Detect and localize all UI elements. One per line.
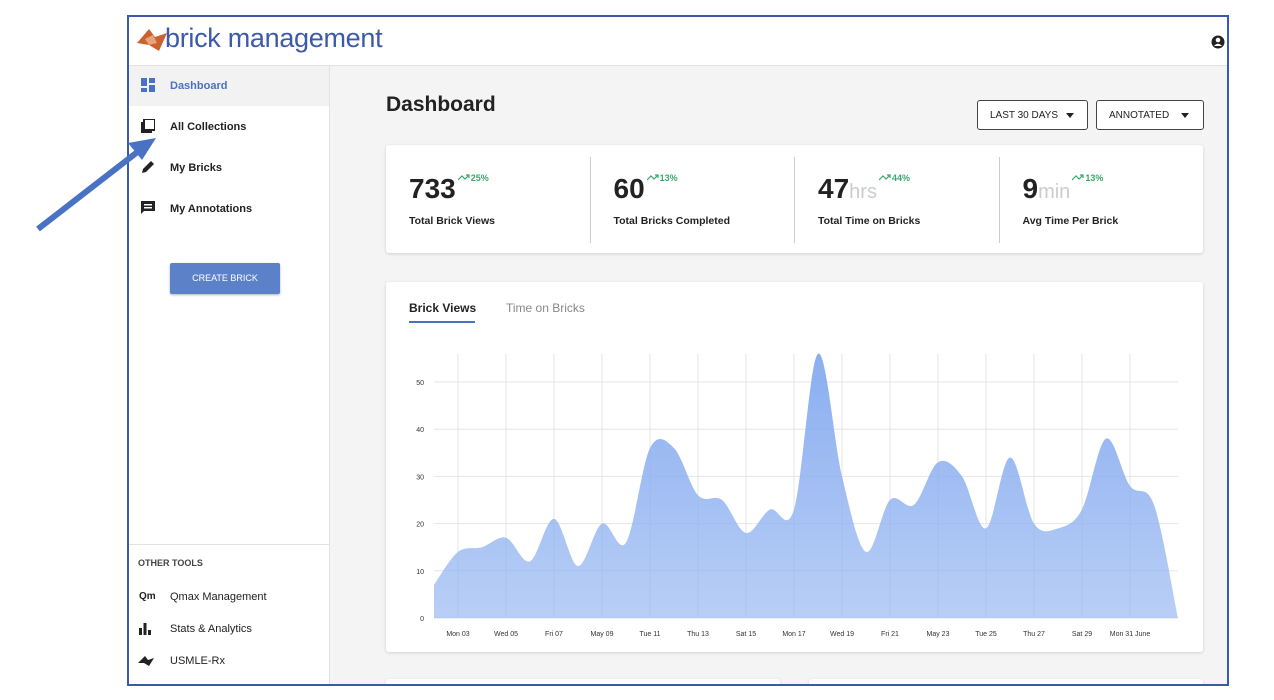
stat: 733 25% Total Brick Views bbox=[386, 145, 586, 253]
y-tick-label: 40 bbox=[416, 427, 424, 434]
y-tick-label: 0 bbox=[420, 616, 424, 623]
x-tick-label: Tue 11 bbox=[639, 631, 660, 638]
nav-label: Dashboard bbox=[170, 80, 228, 92]
stat-unit: hrs bbox=[849, 181, 877, 203]
stat-change: 25% bbox=[457, 173, 489, 183]
stat: 9min 13% Avg Time Per Brick bbox=[1000, 145, 1200, 253]
nav-item[interactable]: My Annotations bbox=[129, 189, 329, 229]
section-title: OTHER TOOLS bbox=[138, 558, 203, 568]
chart: 0 10 20 30 40 50 Mon 03 Wed 05 Fri 07 May 09 Tue 1… bbox=[416, 353, 1178, 638]
stat-change-value: 13% bbox=[659, 173, 678, 183]
x-tick-label: Tue 25 bbox=[975, 631, 997, 638]
x-tick-label: Fri 21 bbox=[881, 631, 899, 638]
x-tick-label: Fri 07 bbox=[545, 631, 563, 638]
create-button[interactable]: CREATE BRICK bbox=[170, 263, 280, 294]
stat-change-value: 25% bbox=[470, 173, 489, 183]
divider bbox=[129, 544, 329, 545]
tab-active[interactable]: Brick Views bbox=[409, 301, 477, 315]
stat-value: 60 bbox=[614, 173, 645, 205]
x-tick-label: Wed 19 bbox=[830, 631, 854, 638]
logo-text: brick management bbox=[165, 23, 383, 53]
stat-value: 733 bbox=[409, 173, 456, 205]
tool-item[interactable]: Qm Qmax Management bbox=[129, 582, 329, 612]
stat-number: 47 bbox=[818, 173, 850, 204]
x-tick-label: May 23 bbox=[927, 631, 950, 638]
nav-item[interactable]: Dashboard bbox=[129, 66, 329, 106]
stat-value: 47hrs bbox=[818, 173, 877, 205]
stat-change: 44% bbox=[878, 173, 910, 183]
stat-label: Total Time on Bricks bbox=[818, 215, 921, 227]
top-bar: brick management bbox=[129, 17, 1227, 66]
tool-item[interactable]: Stats & Analytics bbox=[129, 614, 329, 644]
x-tick-label: May 09 bbox=[591, 631, 614, 638]
stat-change-value: 44% bbox=[891, 173, 910, 183]
card bbox=[809, 679, 1203, 684]
stats-card: 733 25% Total Brick Views 60 13% Total Bricks… bbox=[386, 145, 1203, 253]
x-tick-label: Thu 13 bbox=[687, 631, 709, 638]
chart-card: Brick Views Time on Bricks 0 10 20 30 40 50 Mo… bbox=[386, 282, 1203, 652]
page-title: Dashboard bbox=[386, 93, 496, 116]
stat: 60 13% Total Bricks Completed bbox=[591, 145, 791, 253]
stat-label: Total Brick Views bbox=[409, 215, 495, 227]
tool-item[interactable]: USMLE-Rx bbox=[129, 646, 329, 676]
y-tick-label: 50 bbox=[416, 380, 424, 387]
x-tick-label: Mon 17 bbox=[782, 631, 805, 638]
divider bbox=[589, 157, 591, 243]
logo-icon bbox=[137, 29, 167, 51]
stat-number: 60 bbox=[613, 173, 645, 204]
stat-label: Avg Time Per Brick bbox=[1022, 215, 1119, 227]
card bbox=[386, 679, 780, 684]
x-tick-label: Wed 05 bbox=[494, 631, 518, 638]
filter-label: LAST 30 DAYS bbox=[990, 110, 1058, 121]
area bbox=[434, 353, 1178, 618]
stat-number: 733 bbox=[409, 173, 456, 204]
y-tick-label: 10 bbox=[416, 569, 424, 576]
app-frame: brick management Dashboard All Collectio… bbox=[127, 15, 1229, 686]
stat-label: Total Bricks Completed bbox=[613, 215, 731, 227]
y-tick-label: 20 bbox=[416, 522, 424, 529]
sidebar: Dashboard All Collections My Bricks My A… bbox=[129, 66, 330, 684]
nav-item[interactable]: All Collections bbox=[129, 107, 329, 147]
user-icon[interactable] bbox=[1211, 35, 1225, 49]
tool-label: Stats & Analytics bbox=[170, 623, 252, 635]
divider bbox=[998, 157, 1000, 243]
filter-dropdown[interactable]: ANNOTATED bbox=[1096, 100, 1204, 130]
tab[interactable]: Time on Bricks bbox=[506, 301, 585, 315]
x-tick-label: Thu 27 bbox=[1023, 631, 1045, 638]
stat-unit: min bbox=[1038, 181, 1071, 203]
filter-label: ANNOTATED bbox=[1109, 110, 1170, 121]
stat-change-value: 13% bbox=[1085, 173, 1104, 183]
nav-label: All Collections bbox=[170, 121, 247, 133]
nav-label: My Bricks bbox=[170, 162, 222, 174]
x-tick-label: Mon 03 bbox=[446, 631, 469, 638]
stat-number: 9 bbox=[1022, 173, 1039, 204]
x-tick-label: Sat 15 bbox=[736, 631, 756, 638]
stat-change: 13% bbox=[646, 173, 678, 183]
x-tick-label: Mon 31 June bbox=[1110, 631, 1151, 638]
divider bbox=[794, 157, 795, 243]
stat-change: 13% bbox=[1071, 173, 1104, 183]
stat-value: 9min bbox=[1023, 173, 1071, 205]
tool-label: USMLE-Rx bbox=[170, 655, 226, 667]
filter-dropdown[interactable]: LAST 30 DAYS bbox=[977, 100, 1088, 130]
nav-label: My Annotations bbox=[170, 203, 253, 215]
tool-label: Qmax Management bbox=[170, 591, 267, 603]
annotation-arrow bbox=[36, 138, 156, 232]
tab-underline bbox=[409, 321, 475, 323]
stat: 47hrs 44% Total Time on Bricks bbox=[795, 145, 995, 253]
y-tick-label: 30 bbox=[416, 474, 424, 481]
x-tick-label: Sat 29 bbox=[1072, 631, 1092, 638]
nav-item[interactable]: My Bricks bbox=[129, 148, 329, 188]
